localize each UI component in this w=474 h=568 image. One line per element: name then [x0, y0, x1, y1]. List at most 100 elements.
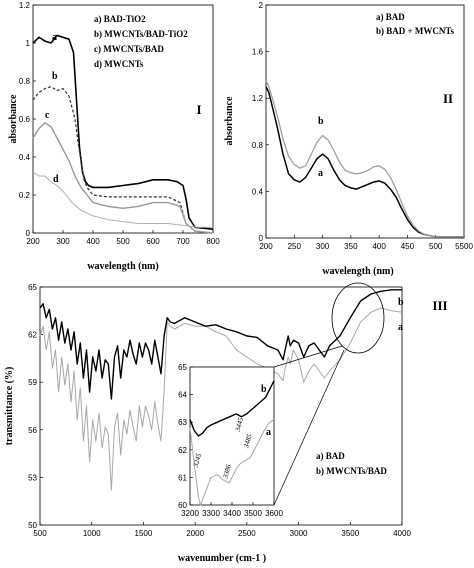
panel-ii-curve-label-b: b: [318, 116, 324, 127]
panel-i-x-tick-label: 200: [26, 237, 40, 246]
panel-i-y-tick-label: 0.2: [19, 191, 31, 200]
panel-ii-y-tick-label: 0.4: [252, 187, 264, 196]
panel-ii-series-a-line: [265, 86, 464, 238]
panel-ii-y-tick-label: 2: [259, 1, 264, 10]
panel-ii-x-axis-label: wavelength (nm): [322, 266, 393, 277]
panel-iii-label: III: [432, 298, 447, 313]
inset-x-tick-label: 3300: [202, 509, 220, 518]
panel-i-label: I: [196, 102, 201, 117]
panel-i-legend-b: b) MWCNTs/BAD-TiO2: [94, 29, 188, 39]
panel-ii-label: II: [443, 91, 453, 106]
panel-iii-x-tick-label: 3000: [290, 529, 308, 538]
panel-i-x-tick-label: 800: [206, 237, 220, 246]
panel-iii-y-tick-label: 50: [28, 521, 37, 530]
inset-y-tick-label: 62: [178, 446, 187, 455]
inset-y-tick-label: 64: [178, 391, 187, 400]
inset-y-tick-label: 63: [178, 418, 187, 427]
inset-series-b-line: [189, 380, 275, 437]
panel-ii-x-tick-label: 250: [288, 242, 302, 251]
panel-iii-curve-label-b: b: [398, 297, 404, 308]
panel-i-y-tick-label: 1.2: [19, 1, 31, 10]
panel-ii-x-tick-label: 500: [429, 242, 443, 251]
panel-i-y-tick-label: 0.4: [19, 153, 31, 162]
panel-i-y-tick-label: 1: [26, 39, 31, 48]
panel-i-x-tick-label: 500: [116, 237, 130, 246]
inset-y-tick-label: 60: [178, 501, 187, 510]
panel-iii-x-tick-label: 1000: [83, 529, 101, 538]
panel-i-x-axis-label: wavelength (nm): [87, 261, 158, 272]
panel-ii-legend-b: b) BAD + MWCNTs: [376, 26, 455, 36]
panel-iii-y-tick-label: 62: [28, 331, 37, 340]
inset-peak-annotation: 3485: [242, 433, 254, 450]
panel-iii-y-tick-label: 53: [28, 473, 37, 482]
panel-iii-x-tick-label: 4000: [393, 529, 411, 538]
inset-x-tick-label: 3500: [244, 509, 262, 518]
panel-iii-x-tick-label: 3500: [341, 529, 359, 538]
panel-i-absorbance-chart: 00.20.40.60.811.2 200 300 400 500 600 700 800 …: [8, 1, 220, 272]
panel-iii-zoom-connector-bottom: [273, 349, 345, 506]
inset-peak-annotation: 3245: [192, 452, 204, 469]
inset-curve-label-b: b: [261, 384, 267, 395]
panel-iii-highlight-ellipse: [331, 282, 385, 354]
panel-ii-y-tick-label: 0.8: [252, 141, 264, 150]
panel-i-legend-d: d) MWCNTs: [94, 59, 144, 69]
panel-ii-y-tick-label: 1.2: [252, 94, 264, 103]
panel-ii-absorbance-chart: 0 0.4 0.8 1.2 1.6 2 200 250 300 350 400 450 500 5500…: [224, 1, 473, 277]
panel-i-series-d-line: [32, 171, 213, 228]
panel-i-x-tick-label: 700: [176, 237, 190, 246]
panel-ii-y-axis-label: absorbance: [224, 96, 235, 145]
panel-i-curve-label-a: a: [52, 32, 57, 43]
panel-ii-x-tick-label: 5500: [455, 242, 473, 251]
panel-i-x-tick-label: 400: [86, 237, 100, 246]
panel-iii-legend-b: b) MWCNTs/BAD: [316, 466, 387, 476]
panel-i-y-tick-label: 0.6: [19, 115, 31, 124]
panel-iii-series-b-line: [39, 289, 402, 400]
panel-i-curve-label-b: b: [52, 71, 58, 82]
panel-ii-plot-frame: [265, 4, 465, 239]
panel-ii-x-tick-label: 450: [401, 242, 415, 251]
panel-ii-curve-label-a: a: [318, 168, 323, 179]
panel-ii-x-tick-label: 200: [259, 242, 273, 251]
panel-i-y-tick-label: 0: [26, 229, 31, 238]
inset-x-tick-label: 3600: [265, 509, 283, 518]
panel-ii-x-tick-label: 300: [316, 242, 330, 251]
panel-ii-x-tick-label: 350: [344, 242, 358, 251]
panel-ii-x-tick-label: 400: [372, 242, 386, 251]
panel-i-legend-c: c) MWCNTs/BAD: [94, 44, 164, 54]
panel-i-curve-label-d: d: [53, 174, 59, 185]
panel-iii-x-tick-label: 1500: [135, 529, 153, 538]
panel-i-series-a-line: [32, 34, 214, 230]
inset-x-tick-label: 3400: [223, 509, 241, 518]
inset-y-tick-label: 61: [178, 473, 187, 482]
panel-i-y-tick-label: 0.8: [19, 77, 31, 86]
panel-ii-series-b-line: [265, 80, 464, 238]
panel-i-x-tick-label: 600: [146, 237, 160, 246]
panel-iii-x-tick-label: 2000: [186, 529, 204, 538]
panel-iii-y-tick-label: 56: [28, 426, 37, 435]
panel-i-legend-a: a) BAD-TiO2: [94, 14, 146, 24]
panel-ii-y-tick-label: 1.6: [252, 48, 264, 57]
inset-peak-annotation: 3386: [221, 463, 233, 480]
panel-iii-y-tick-label: 65: [28, 283, 37, 292]
panel-iii-y-axis-label: transmittance (%): [4, 367, 15, 446]
panel-i-y-axis-label: absorbance: [8, 94, 19, 143]
panel-iii-y-tick-label: 59: [28, 378, 37, 387]
panel-i-curve-label-c: c: [45, 110, 50, 121]
panel-iii-x-axis-label: wavenumber (cm-1 ): [178, 553, 266, 564]
panel-iii-x-tick-label: 500: [33, 529, 47, 538]
panel-iii-x-tick-label: 2500: [238, 529, 256, 538]
panel-i-series-c-line: [32, 122, 214, 234]
inset-series-a-line: [189, 418, 275, 506]
panel-iii-ftir-chart: 50 53 56 59 62 65 500 1000 1500 2000 2500 3000 3500…: [4, 282, 448, 564]
inset-peak-annotation: 3445: [234, 416, 246, 433]
panel-iii-inset-chart: 60 61 62 63 64 65 3200 3300 3400 3500 3600 3245 33…: [178, 363, 283, 518]
panel-i-x-tick-label: 300: [56, 237, 70, 246]
inset-curve-label-a: a: [266, 427, 271, 438]
panel-iii-zoom-connector-top: [273, 345, 343, 368]
inset-y-tick-label: 65: [178, 363, 187, 372]
panel-iii-plot-frame: [39, 286, 403, 526]
panel-iii-legend-a: a) BAD: [316, 451, 345, 461]
panel-ii-y-tick-label: 0: [259, 234, 264, 243]
panel-i-series-b-line: [32, 86, 214, 234]
